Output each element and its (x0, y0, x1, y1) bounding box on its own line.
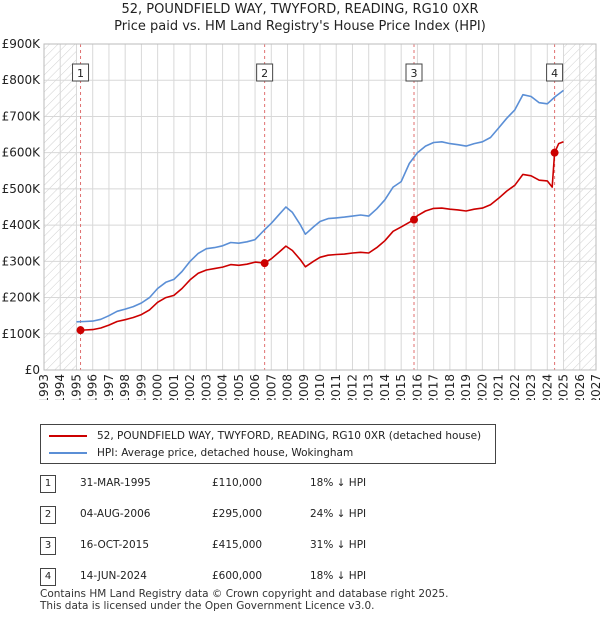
x-tick-label: 2020 (475, 374, 489, 400)
y-tick-label: £100K (2, 327, 42, 341)
y-tick-label: £0 (25, 363, 40, 377)
x-tick-label: 2008 (281, 374, 295, 400)
x-tick-label: 2006 (248, 374, 262, 400)
y-tick-label: £500K (2, 182, 42, 196)
sale-number-badge: 1 (40, 475, 56, 493)
x-tick-label: 2011 (329, 374, 343, 400)
x-tick-label: 2007 (264, 374, 278, 400)
x-tick-label: 2009 (297, 374, 311, 400)
y-tick-label: £200K (2, 291, 42, 305)
x-tick-label: 2005 (232, 374, 246, 400)
x-tick-label: 2017 (427, 374, 441, 400)
sale-label-number: 1 (77, 67, 84, 80)
x-tick-label: 2002 (183, 374, 197, 400)
sale-label-box: 4 (546, 63, 564, 82)
x-tick-label: 1993 (37, 374, 51, 400)
x-tick-label: 2025 (557, 374, 571, 400)
legend-hpi-label: HPI: Average price, detached house, Woki… (97, 447, 354, 459)
legend-blue-line (49, 452, 87, 454)
legend-item-property: 52, POUNDFIELD WAY, TWYFORD, READING, RG… (49, 428, 481, 444)
price-chart: 1 2 3 4 £0 £100K £200K £300K £400K £500K £600K £70… (2, 37, 600, 400)
footer-copyright: Contains HM Land Registry data © Crown c… (40, 588, 449, 600)
sale-date: 14-JUN-2024 (80, 570, 147, 582)
legend-property-label: 52, POUNDFIELD WAY, TWYFORD, READING, RG… (97, 430, 482, 442)
sale-row: 3 16-OCT-2015 £415,000 31% ↓ HPI (0, 537, 600, 557)
sale-price: £110,000 (212, 477, 263, 489)
chart-subtitle: Price paid vs. HM Land Registry's House … (114, 19, 486, 34)
sale-label-number: 2 (261, 67, 268, 80)
sale-point (76, 326, 85, 335)
property-price-line (80, 141, 564, 331)
y-tick-label: £600K (2, 146, 42, 160)
sale-row: 2 04-AUG-2006 £295,000 24% ↓ HPI (0, 506, 600, 526)
x-tick-label: 2023 (524, 374, 538, 400)
sale-hpi-diff: 24% ↓ HPI (310, 508, 367, 520)
sale-number-badge: 2 (40, 506, 56, 524)
x-tick-label: 1996 (86, 374, 100, 400)
x-tick-label: 2001 (167, 374, 181, 400)
sale-number-badge: 4 (40, 568, 56, 586)
sale-label-box: 2 (256, 63, 274, 82)
x-tick-label: 2000 (151, 374, 165, 400)
sale-price: £295,000 (212, 508, 263, 520)
x-tick-label: 1998 (118, 374, 132, 400)
sale-label-frame (546, 63, 564, 82)
x-tick-label: 1995 (69, 374, 83, 400)
x-tick-label: 2010 (313, 374, 327, 400)
x-tick-label: 1994 (53, 374, 67, 400)
legend: 52, POUNDFIELD WAY, TWYFORD, READING, RG… (40, 424, 496, 464)
sale-date: 04-AUG-2006 (80, 508, 151, 520)
x-tick-label: 2003 (199, 374, 213, 400)
sale-point (410, 215, 419, 224)
sale-hpi-diff: 31% ↓ HPI (310, 539, 367, 551)
y-tick-label: £900K (2, 37, 42, 51)
sale-hpi-diff: 18% ↓ HPI (310, 570, 367, 582)
x-tick-label: 2026 (573, 374, 587, 400)
x-tick-label: 2024 (540, 374, 554, 400)
x-tick-label: 2013 (362, 374, 376, 400)
x-tick-label: 2012 (345, 374, 359, 400)
x-tick-label: 2021 (492, 374, 506, 400)
sale-label-box: 3 (405, 63, 423, 82)
sale-row: 1 31-MAR-1995 £110,000 18% ↓ HPI (0, 475, 600, 495)
x-tick-label: 2014 (378, 374, 392, 400)
sale-point (260, 259, 269, 268)
sale-price: £415,000 (212, 539, 263, 551)
x-tick-label: 2004 (216, 374, 230, 400)
legend-red-line (49, 435, 87, 437)
x-tick-label: 2027 (589, 374, 600, 400)
sale-label-box: 1 (72, 63, 90, 82)
sale-label-frame (256, 63, 274, 82)
sale-label-number: 4 (551, 67, 558, 80)
legend-item-hpi: HPI: Average price, detached house, Woki… (49, 445, 353, 461)
footer-licence: This data is licensed under the Open Gov… (40, 600, 375, 612)
x-tick-label: 1997 (102, 374, 116, 400)
x-tick-label: 2015 (394, 374, 408, 400)
hpi-line (76, 89, 564, 323)
y-tick-label: £700K (2, 109, 42, 123)
sale-hpi-diff: 18% ↓ HPI (310, 477, 367, 489)
sale-price: £600,000 (212, 570, 263, 582)
sale-number-badge: 3 (40, 537, 56, 555)
sale-label-frame (72, 63, 90, 82)
sale-label-frame (405, 63, 423, 82)
y-tick-label: £800K (2, 73, 42, 87)
x-tick-label: 2022 (508, 374, 522, 400)
chart-title-address: 52, POUNDFIELD WAY, TWYFORD, READING, RG… (121, 2, 479, 17)
sale-label-number: 3 (411, 67, 418, 80)
plot-border (43, 43, 597, 371)
sale-date: 16-OCT-2015 (80, 539, 149, 551)
x-tick-label: 2016 (410, 374, 424, 400)
sale-row: 4 14-JUN-2024 £600,000 18% ↓ HPI (0, 568, 600, 588)
x-tick-label: 1999 (134, 374, 148, 400)
y-tick-label: £400K (2, 218, 42, 232)
x-tick-label: 2018 (443, 374, 457, 400)
x-tick-label: 2019 (459, 374, 473, 400)
sale-point (550, 148, 559, 157)
sale-date: 31-MAR-1995 (80, 477, 151, 489)
y-tick-label: £300K (2, 254, 42, 268)
